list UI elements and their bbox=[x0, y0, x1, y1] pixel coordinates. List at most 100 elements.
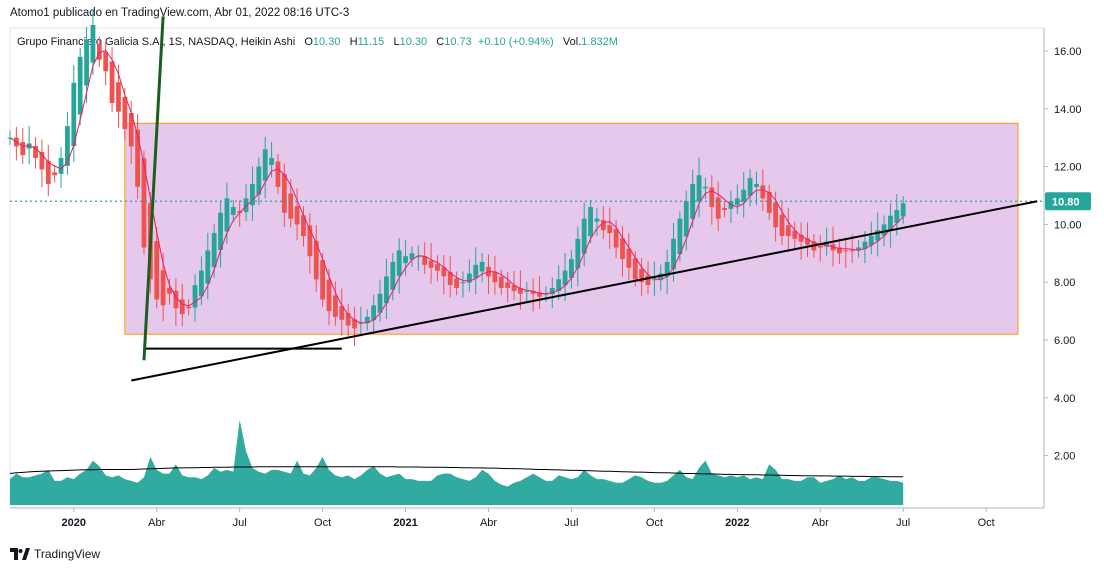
candle-body bbox=[396, 250, 402, 276]
candle-body bbox=[683, 201, 689, 237]
candle-body bbox=[785, 225, 791, 236]
candle-body bbox=[154, 241, 160, 300]
candle-body bbox=[677, 218, 683, 255]
candle-body bbox=[651, 279, 657, 281]
candle-body bbox=[639, 268, 645, 283]
candle-body bbox=[441, 267, 447, 277]
candle-body bbox=[320, 260, 326, 300]
candle-body bbox=[45, 160, 51, 184]
candle-body bbox=[849, 250, 855, 252]
candle-body bbox=[205, 250, 211, 284]
candle-body bbox=[620, 238, 625, 260]
candle-body bbox=[734, 198, 740, 206]
candle-body bbox=[626, 248, 632, 268]
candle-body bbox=[301, 215, 306, 236]
candle-body bbox=[96, 43, 102, 60]
candle-body bbox=[141, 158, 147, 248]
change-value: +0.10 (+0.94%) bbox=[477, 36, 554, 48]
candle-body bbox=[760, 185, 766, 199]
close-value: 10.73 bbox=[444, 36, 472, 48]
candle-body bbox=[505, 282, 511, 288]
candle-body bbox=[371, 305, 377, 321]
candle-body bbox=[773, 202, 778, 228]
candle-body bbox=[754, 183, 759, 187]
candle-body bbox=[537, 292, 542, 297]
candle-body bbox=[447, 271, 453, 286]
candle-body bbox=[281, 174, 287, 213]
x-tick-label: 2022 bbox=[725, 517, 749, 529]
x-tick-label: Jul bbox=[896, 517, 910, 529]
candle-body bbox=[466, 273, 472, 283]
y-tick-label: 10.00 bbox=[1054, 219, 1082, 231]
candle-body bbox=[875, 230, 881, 241]
candle-body bbox=[122, 96, 128, 130]
footer-brand-text: TradingView bbox=[34, 547, 101, 561]
candle-body bbox=[103, 51, 109, 72]
candle-body bbox=[313, 240, 319, 280]
y-tick-label: 4.00 bbox=[1054, 393, 1075, 405]
candle-body bbox=[84, 39, 89, 86]
candle-body bbox=[199, 270, 204, 297]
candle-body bbox=[339, 306, 345, 320]
volume-value: 1.832M bbox=[581, 36, 618, 48]
candle-body bbox=[747, 178, 753, 196]
candle-body bbox=[645, 275, 651, 286]
candle-body bbox=[881, 224, 887, 236]
candle-body bbox=[843, 250, 849, 252]
high-value: 11.15 bbox=[357, 36, 385, 48]
current-price-label: 10.80 bbox=[1052, 196, 1080, 208]
candle-body bbox=[428, 260, 434, 268]
volume-area bbox=[10, 419, 904, 505]
candle-body bbox=[262, 149, 268, 181]
candle-body bbox=[837, 247, 842, 254]
candle-body bbox=[824, 241, 830, 247]
candle-body bbox=[33, 146, 38, 158]
publish-header: Atomo1 publicado en TradingView.com, Abr… bbox=[10, 7, 350, 19]
candle-body bbox=[709, 187, 715, 208]
candle-body bbox=[390, 261, 396, 290]
candle-body bbox=[600, 220, 606, 231]
candle-body bbox=[90, 24, 96, 63]
close-label: C bbox=[436, 36, 445, 48]
candle-body bbox=[779, 214, 785, 236]
low-value: 10.30 bbox=[399, 36, 428, 48]
candle-body bbox=[530, 290, 536, 294]
candle-body bbox=[856, 247, 861, 251]
candle-body bbox=[862, 241, 868, 249]
candle-body bbox=[581, 218, 587, 254]
candle-body bbox=[211, 233, 217, 267]
current-price-tag bbox=[1045, 192, 1091, 211]
candle-body bbox=[237, 210, 243, 213]
y-tick-label: 2.00 bbox=[1054, 451, 1075, 463]
candle-body bbox=[594, 218, 600, 222]
candle-body bbox=[71, 82, 77, 147]
candle-body bbox=[135, 129, 140, 187]
x-tick-label: Jul bbox=[564, 517, 578, 529]
candle-body bbox=[460, 282, 466, 284]
candle-body bbox=[473, 264, 479, 279]
footer-brand: TradingView bbox=[10, 547, 100, 561]
candle-body bbox=[364, 316, 370, 324]
candle-body bbox=[703, 186, 708, 189]
candle-body bbox=[345, 312, 351, 326]
candle-body bbox=[741, 189, 747, 202]
candle-body bbox=[186, 306, 192, 309]
candle-body bbox=[805, 238, 810, 245]
candle-body bbox=[275, 161, 281, 187]
candle-body bbox=[326, 279, 332, 312]
x-tick-label: Abr bbox=[148, 517, 165, 529]
candle-body bbox=[868, 235, 874, 246]
candle-body bbox=[332, 295, 338, 317]
candle-body bbox=[358, 322, 364, 324]
candles-group bbox=[7, 9, 906, 347]
x-tick-label: Jul bbox=[233, 517, 247, 529]
candle-body bbox=[479, 261, 485, 272]
candle-body bbox=[454, 278, 459, 288]
candle-body bbox=[250, 183, 255, 206]
candle-body bbox=[294, 206, 300, 225]
high-label: H bbox=[349, 36, 358, 48]
candle-body bbox=[766, 191, 772, 213]
candle-body bbox=[218, 212, 223, 251]
candle-body bbox=[690, 183, 696, 219]
